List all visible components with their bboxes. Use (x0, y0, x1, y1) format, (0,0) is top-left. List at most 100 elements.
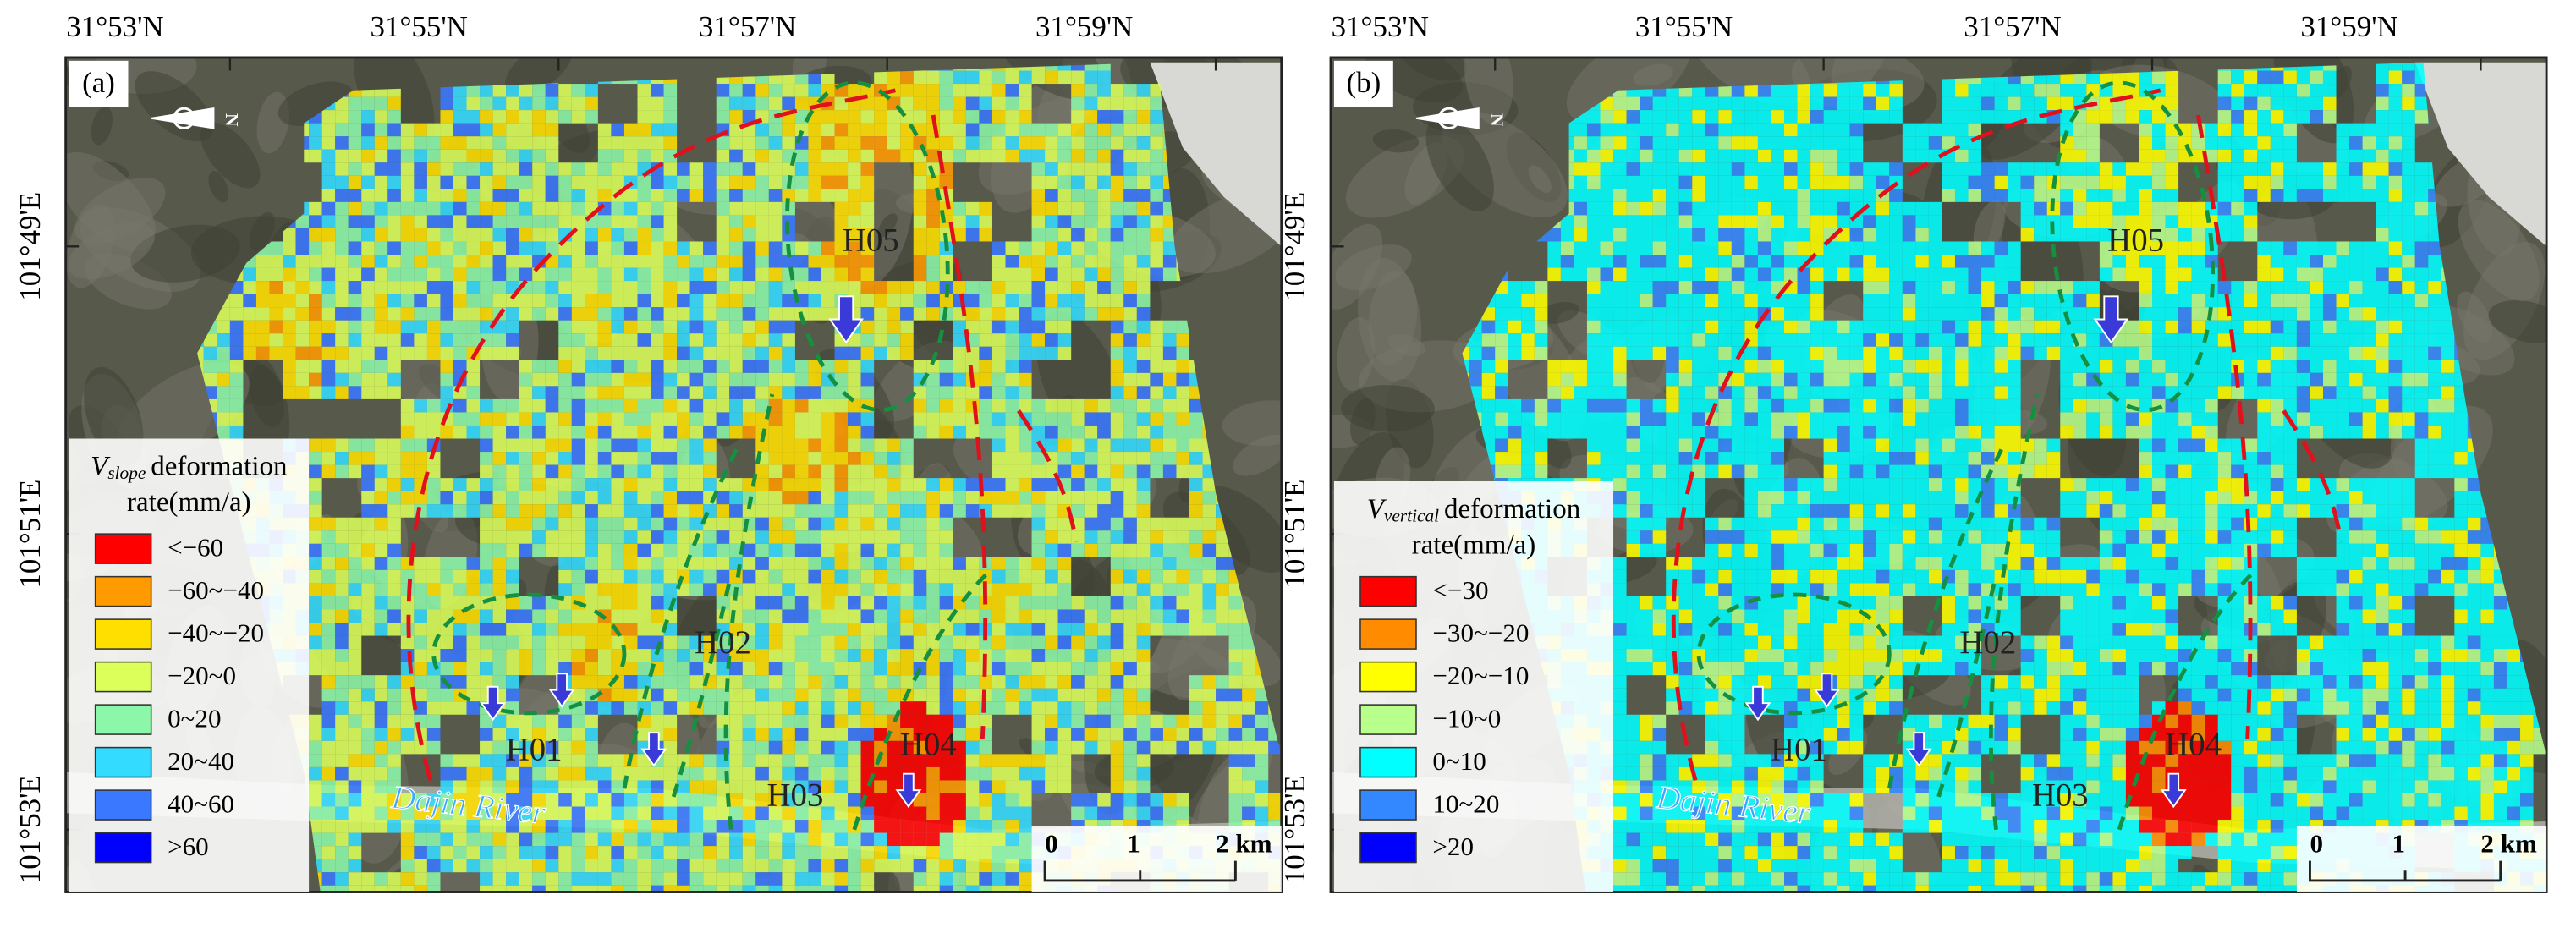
pixel (571, 84, 585, 97)
pixel (335, 635, 349, 650)
pixel (1136, 766, 1151, 781)
pixel (1110, 491, 1124, 505)
pixel (611, 859, 624, 873)
pixel (953, 885, 966, 892)
pixel (991, 793, 1006, 807)
pixel (387, 96, 401, 111)
pixel (953, 859, 966, 873)
pixel (1162, 346, 1177, 360)
pixel (335, 372, 349, 387)
pixel (1268, 806, 1282, 821)
pixel (755, 754, 769, 767)
pixel (532, 386, 546, 399)
pixel (1057, 517, 1072, 531)
pixel (545, 201, 559, 216)
pixel (742, 675, 756, 689)
pixel (532, 649, 546, 662)
pixel (794, 123, 809, 137)
pixel (440, 320, 453, 334)
pixel (913, 96, 927, 111)
pixel (755, 530, 769, 544)
pixel (1071, 412, 1085, 426)
pixel (426, 688, 441, 702)
pixel (387, 543, 401, 557)
pixel (1084, 110, 1098, 124)
pixel (414, 806, 427, 821)
pixel (768, 728, 783, 741)
pixel (361, 780, 375, 793)
pixel (585, 491, 598, 505)
pixel (611, 346, 624, 360)
pixel (426, 832, 441, 847)
pixel (848, 832, 861, 847)
pixel (1189, 543, 1203, 557)
pixel (637, 504, 651, 518)
pixel (492, 583, 507, 596)
pixel (217, 346, 230, 360)
pixel (335, 596, 349, 610)
pixel (453, 281, 467, 294)
pixel (426, 294, 441, 308)
pixel (1019, 96, 1032, 111)
pixel (742, 307, 756, 321)
pixel (1071, 688, 1085, 702)
pixel (309, 136, 322, 150)
pixel (913, 846, 927, 859)
pixel (426, 136, 441, 150)
pixel (1281, 149, 1282, 163)
pixel (492, 806, 507, 821)
pixel (466, 635, 481, 650)
pixel (768, 846, 783, 859)
pixel (1123, 740, 1137, 755)
pixel (283, 228, 296, 242)
pixel (1162, 255, 1177, 268)
pixel (651, 110, 664, 124)
pixel (611, 267, 624, 282)
pixel (611, 320, 624, 334)
pixel (361, 307, 375, 321)
pixel (414, 228, 427, 242)
pixel (742, 623, 756, 636)
pixel (834, 820, 849, 833)
pixel (466, 136, 481, 150)
pixel (506, 123, 519, 137)
pixel (1019, 307, 1032, 321)
pixel (755, 333, 769, 347)
pixel (506, 609, 519, 623)
pixel (651, 255, 664, 268)
pixel (1202, 557, 1217, 570)
pixel (755, 438, 769, 453)
pixel (558, 438, 572, 453)
pixel (637, 649, 651, 662)
pixel (979, 635, 992, 650)
pixel (585, 84, 598, 97)
pixel (808, 372, 821, 387)
pixel (1189, 675, 1203, 689)
pixel (834, 688, 849, 702)
pixel (453, 320, 467, 334)
pixel (217, 386, 230, 399)
pixel (742, 84, 756, 97)
pixel (716, 372, 730, 387)
pixel (1281, 346, 1282, 360)
pixel (506, 504, 519, 518)
pixel (506, 136, 519, 150)
pixel (453, 398, 467, 413)
pixel (965, 820, 980, 833)
pixel (597, 806, 612, 821)
pixel (1019, 438, 1032, 453)
pixel (979, 346, 992, 360)
pixel (677, 412, 690, 426)
pixel (466, 175, 481, 189)
pixel (637, 859, 651, 873)
pixel (597, 846, 612, 859)
pixel (716, 885, 730, 892)
pixel (611, 255, 624, 268)
pixel (321, 530, 336, 544)
pixel (651, 201, 664, 216)
pixel (900, 136, 914, 150)
pixel (1123, 294, 1137, 308)
pixel (768, 267, 783, 282)
pixel (335, 110, 349, 124)
